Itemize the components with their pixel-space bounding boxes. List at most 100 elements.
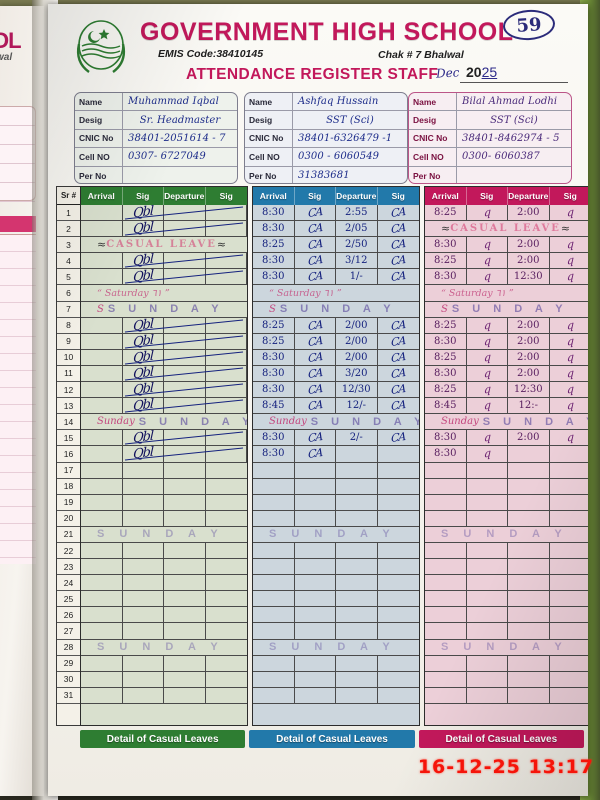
cell-signature[interactable]: Qbl (123, 398, 164, 414)
table-row[interactable] (253, 591, 419, 608)
cell-arrival[interactable]: 8:30 (425, 269, 467, 285)
cell-arrival[interactable] (81, 253, 123, 269)
cell-signature-2[interactable] (378, 688, 419, 703)
cell-signature[interactable]: Qbl (123, 205, 164, 221)
cell-signature-2[interactable] (206, 623, 247, 638)
table-row[interactable]: Sunday S U N D A Y (253, 414, 419, 431)
cell-arrival[interactable]: 8:30 (253, 382, 295, 398)
cell-departure[interactable] (336, 623, 378, 639)
table-row[interactable] (253, 559, 419, 576)
cell-signature-2[interactable] (206, 511, 247, 526)
cell-signature-2[interactable] (550, 479, 589, 494)
table-row[interactable]: ≈ CASUAL LEAVE ≈ (81, 237, 247, 254)
cell-signature-2[interactable] (206, 382, 247, 398)
cell-departure[interactable]: 2:00 (508, 349, 550, 365)
cell-signature[interactable] (467, 510, 508, 526)
cell-arrival[interactable] (81, 446, 123, 462)
cell-signature[interactable]: CA (295, 349, 336, 365)
cell-departure[interactable]: 12/30 (336, 382, 378, 398)
cell-signature-2[interactable] (206, 672, 247, 687)
table-row[interactable] (253, 687, 419, 704)
table-row[interactable]: 8:25 q 2:00 q (425, 253, 588, 270)
table-row[interactable]: Sunday S U N D A Y (425, 414, 588, 431)
cell-departure[interactable] (164, 333, 206, 349)
cell-signature[interactable] (295, 494, 336, 510)
cell-departure[interactable]: 2/05 (336, 221, 378, 237)
cell-signature-2[interactable] (206, 463, 247, 478)
cell-signature-2[interactable] (550, 446, 589, 461)
cell-departure[interactable] (164, 269, 206, 285)
cell-signature-2[interactable] (378, 607, 419, 622)
cell-signature[interactable] (295, 462, 336, 478)
cell-signature-2[interactable] (550, 575, 589, 590)
cell-arrival[interactable] (253, 478, 295, 494)
table-row[interactable] (81, 687, 247, 704)
cell-signature[interactable] (467, 478, 508, 494)
cell-signature[interactable]: CA (295, 333, 336, 349)
cell-signature-2[interactable]: CA (378, 205, 419, 220)
table-row[interactable] (81, 607, 247, 624)
cell-signature-2[interactable] (206, 688, 247, 703)
table-row[interactable] (425, 542, 588, 560)
cell-arrival[interactable] (81, 687, 123, 703)
cell-signature[interactable] (467, 687, 508, 703)
table-row[interactable]: S U N D A Y (81, 527, 247, 543)
cell-arrival[interactable] (81, 398, 123, 414)
cell-departure[interactable] (164, 446, 206, 462)
cell-arrival[interactable] (253, 559, 295, 575)
cell-departure[interactable]: 3/20 (336, 365, 378, 382)
cell-arrival[interactable]: 8:30 (253, 253, 295, 269)
cell-departure[interactable] (164, 542, 206, 559)
cell-signature-2[interactable]: CA (378, 430, 419, 445)
cell-departure[interactable] (164, 462, 206, 478)
cell-arrival[interactable]: 8:30 (425, 237, 467, 253)
table-row[interactable]: “ Saturday ٦١ ” (425, 285, 588, 302)
table-row[interactable]: Qbl (81, 221, 247, 238)
cell-signature-2[interactable]: CA (378, 350, 419, 365)
table-row[interactable]: S U N D A Y (425, 527, 588, 543)
cell-departure[interactable] (508, 478, 550, 494)
table-row[interactable] (81, 542, 247, 560)
cell-signature-2[interactable] (550, 495, 589, 510)
cell-departure[interactable] (336, 478, 378, 494)
cell-arrival[interactable] (425, 591, 467, 607)
cell-arrival[interactable] (253, 575, 295, 591)
table-row[interactable] (81, 655, 247, 672)
table-row[interactable]: 8:25 CA 2/50 CA (253, 237, 419, 254)
cell-signature[interactable] (467, 623, 508, 639)
cell-departure[interactable] (164, 317, 206, 333)
cell-departure[interactable] (164, 623, 206, 639)
cell-arrival[interactable] (81, 494, 123, 510)
cell-signature-2[interactable] (550, 591, 589, 606)
cell-signature[interactable]: CA (295, 317, 336, 333)
cell-signature-2[interactable]: CA (378, 318, 419, 333)
cell-signature[interactable] (295, 655, 336, 671)
cell-departure[interactable] (508, 510, 550, 526)
cell-departure[interactable] (508, 671, 550, 687)
cell-signature[interactable]: Qbl (123, 446, 164, 462)
table-row[interactable]: “ Saturday ٦١ ” (253, 285, 419, 302)
table-row[interactable]: Qbl (81, 398, 247, 415)
cell-signature-2[interactable] (206, 333, 247, 349)
cell-signature-2[interactable] (550, 656, 589, 671)
cell-arrival[interactable]: 8:30 (425, 430, 467, 446)
table-row[interactable] (253, 494, 419, 511)
cell-departure[interactable] (164, 559, 206, 575)
cell-signature-2[interactable]: q (550, 382, 589, 397)
cell-signature[interactable] (295, 478, 336, 494)
cell-departure[interactable] (336, 462, 378, 478)
cell-signature-2[interactable] (378, 559, 419, 574)
cell-signature-2[interactable]: CA (378, 398, 419, 413)
cell-signature-2[interactable] (378, 656, 419, 671)
table-row[interactable]: 8:30 CA 1/- CA (253, 269, 419, 286)
cell-arrival[interactable]: 8:25 (253, 237, 295, 253)
cell-signature[interactable] (123, 623, 164, 639)
cell-departure[interactable] (164, 478, 206, 494)
table-row[interactable] (81, 575, 247, 592)
table-row[interactable]: 8:30 q 2:00 q (425, 365, 588, 383)
cell-departure[interactable] (508, 542, 550, 559)
cell-signature-2[interactable] (378, 672, 419, 687)
cell-departure[interactable]: 2:00 (508, 317, 550, 333)
